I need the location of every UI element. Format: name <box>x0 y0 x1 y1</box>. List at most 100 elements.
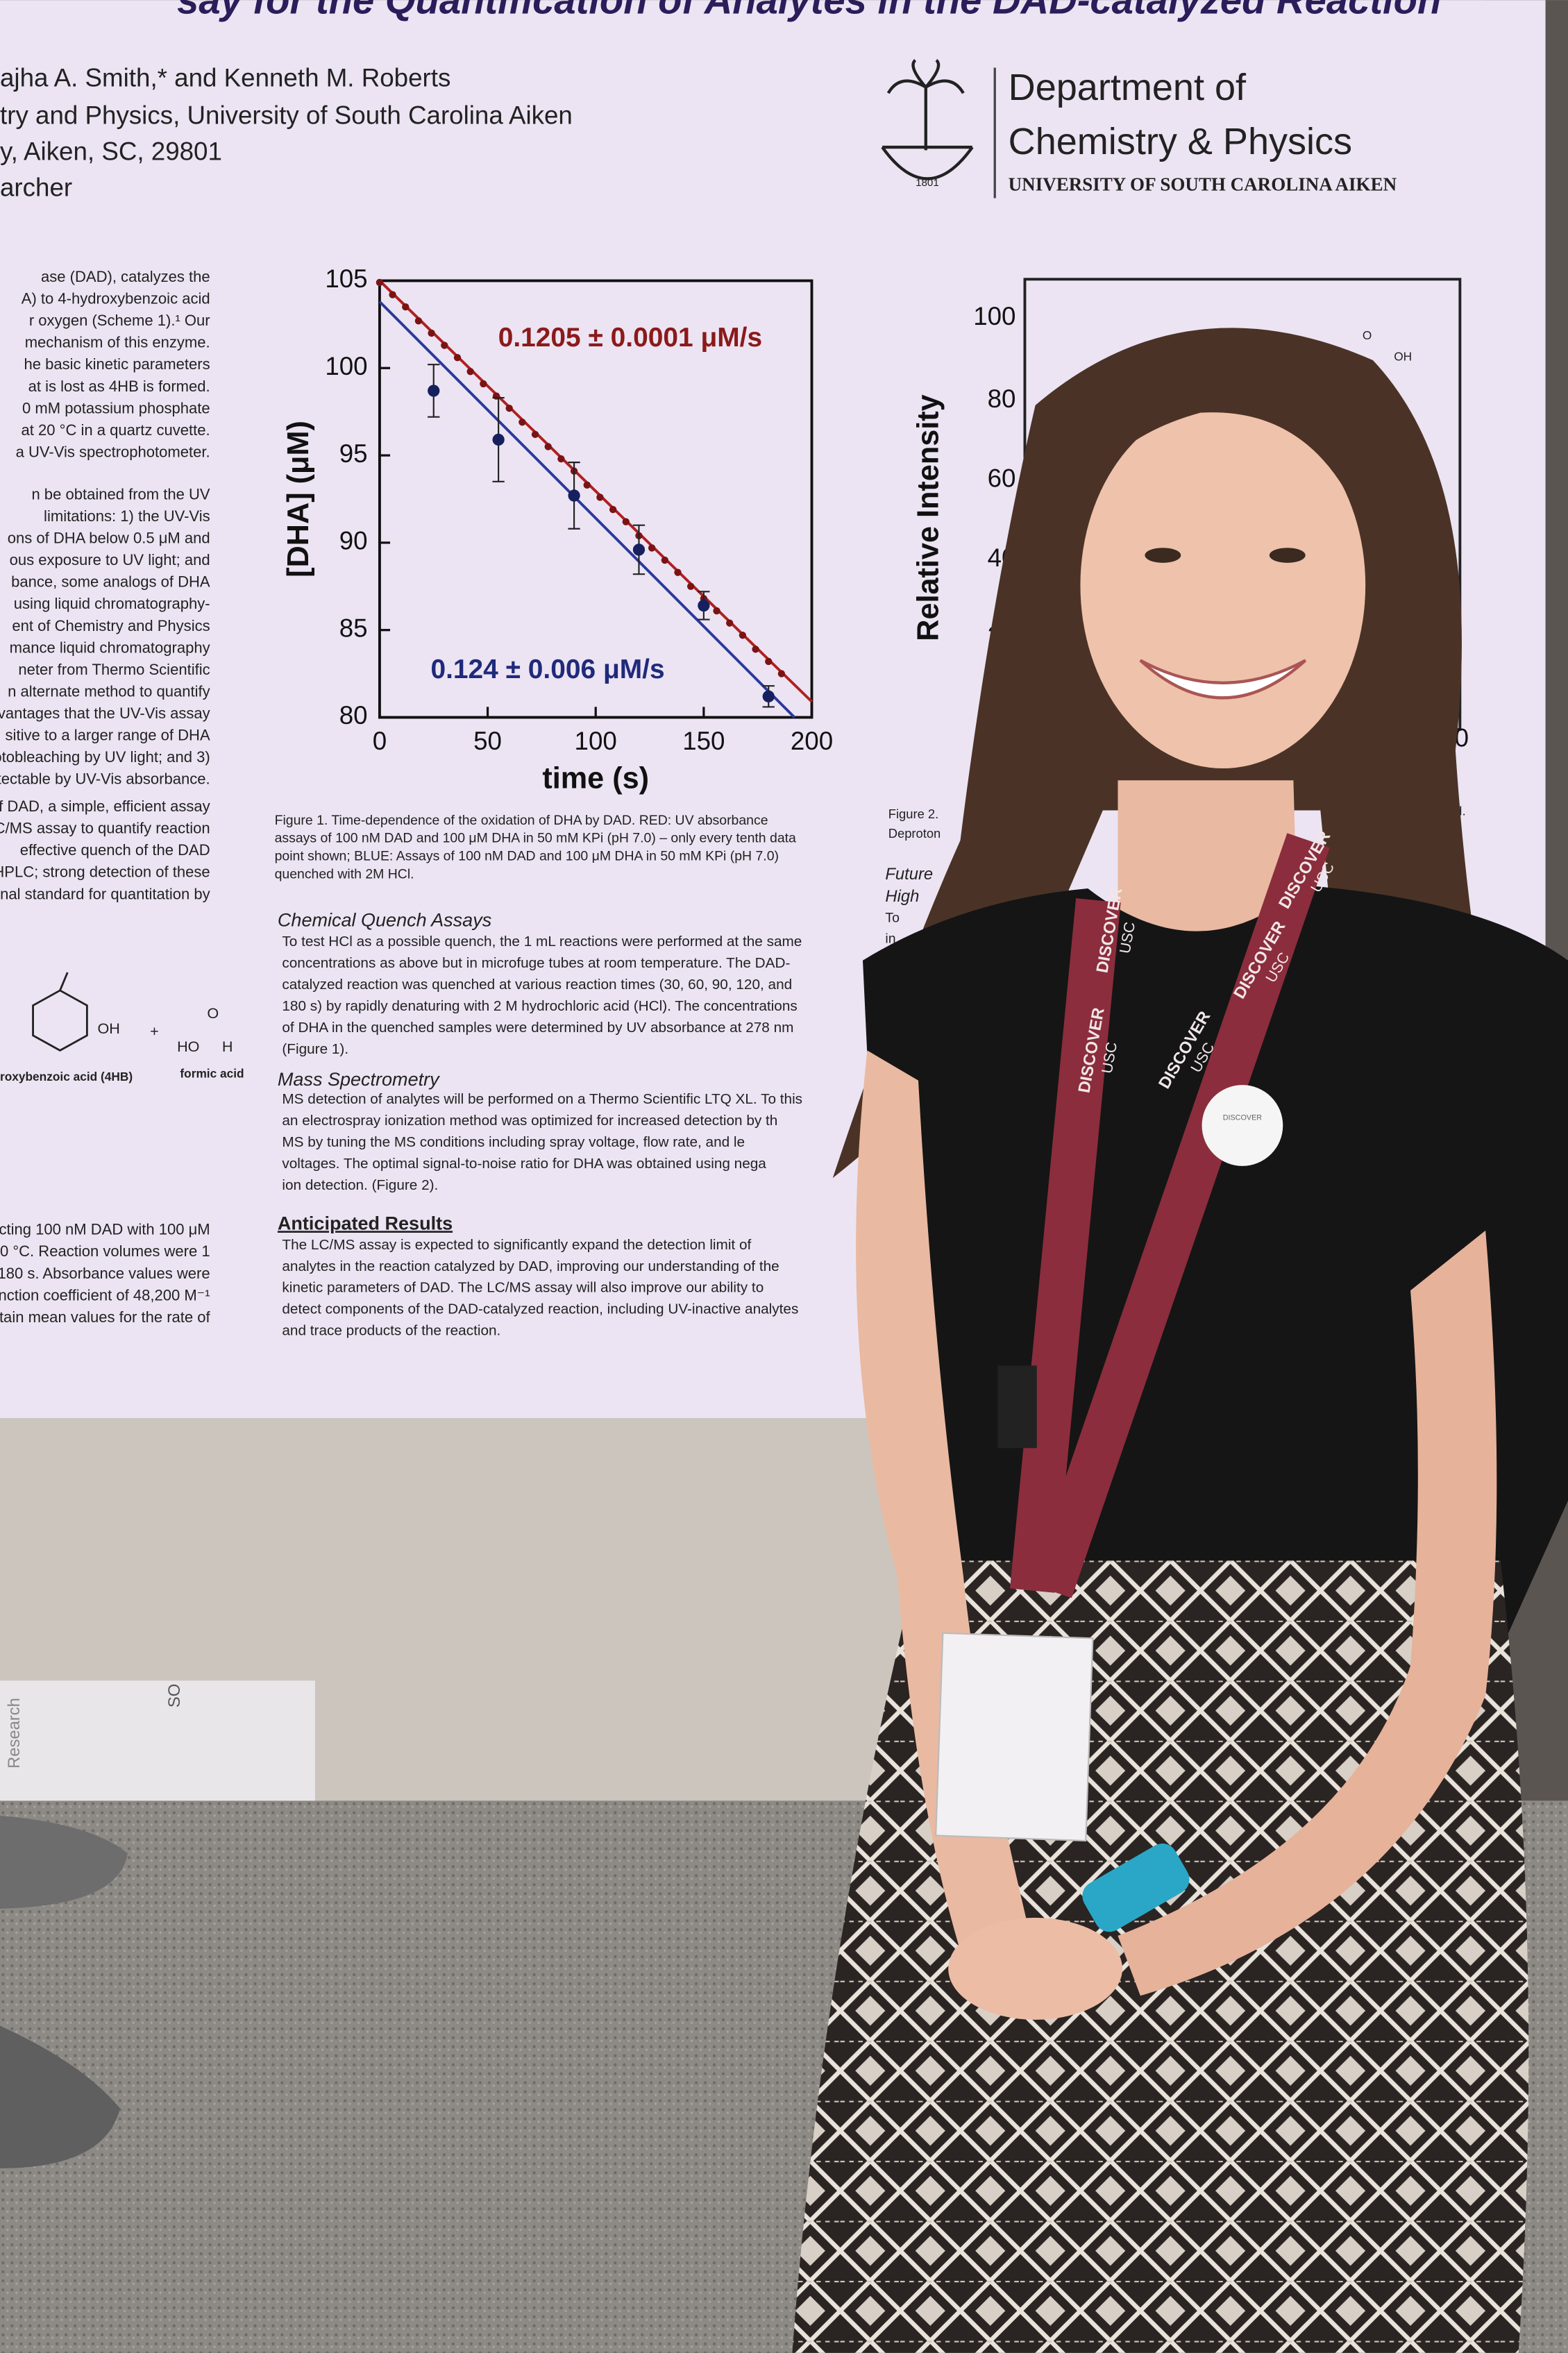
section-line: detect components of the DAD-catalyzed r… <box>282 1301 798 1317</box>
paragraph-line: for 180 s. Absorbance values were <box>0 1265 210 1282</box>
section-line: concentrations as above but in microfuge… <box>282 955 790 971</box>
red-point <box>622 518 630 525</box>
department: Department of <box>1009 67 1247 108</box>
scheme-label: O <box>207 1004 219 1022</box>
scheme-label: roxybenzoic acid (4HB) <box>0 1070 133 1083</box>
blue-point <box>698 599 710 612</box>
fig2-fragment: Figure 2. <box>888 807 938 821</box>
red-point <box>713 607 720 615</box>
paragraph-line: ase (DAD), catalyzes the <box>41 268 210 285</box>
fig2-fragment: OH <box>1394 349 1412 363</box>
caption-line: quenched with 2M HCl. <box>275 867 414 882</box>
fig2-tick-label: 60 <box>988 464 1016 493</box>
caption-line: point shown; BLUE: Assays of 100 nM DAD … <box>275 849 779 864</box>
red-point <box>402 303 410 311</box>
paragraph-line: bance, some analogs of DHA <box>11 573 210 591</box>
fit-line <box>378 280 813 703</box>
section-line: kinetic parameters of DAD. The LC/MS ass… <box>282 1280 764 1296</box>
red-point <box>544 443 552 450</box>
paragraph-line: btain mean values for the rate of <box>0 1308 211 1326</box>
paragraph-line: limitations: 1) the UV-Vis <box>44 507 210 525</box>
red-point <box>596 494 604 501</box>
red-point <box>739 632 747 639</box>
affiliation: try and Physics, University of South Car… <box>0 101 573 130</box>
seal <box>881 58 974 180</box>
paragraph-line: nal standard for quantitation by <box>0 885 210 902</box>
red-point <box>661 556 669 564</box>
red-point <box>583 481 591 489</box>
paragraph-line: using liquid chromatography- <box>14 595 210 612</box>
y-axis-label: [DHA] (μM) <box>282 421 315 577</box>
section-line: 180 s) by rapidly denaturing with 2 M hy… <box>282 998 797 1014</box>
section-line: of DHA in the quenched samples were dete… <box>282 1020 793 1036</box>
affiliation: archer <box>0 173 72 201</box>
title: say for the Quantification of Analytes i… <box>177 0 1441 22</box>
paragraph-line: at 20 °C in a quartz cuvette. <box>22 421 210 439</box>
paragraph-line: mechanism of this enzyme. <box>25 334 210 351</box>
shoe <box>0 2025 120 2168</box>
department: Chemistry & Physics <box>1009 121 1352 162</box>
paragraph-line: he basic kinetic parameters <box>24 355 210 373</box>
fig2-fragment: To <box>885 910 900 925</box>
annotation: 0.124 ± 0.006 μM/s <box>430 655 664 684</box>
section-line: analytes in the reaction catalyzed by DA… <box>282 1258 779 1274</box>
section-line: (Figure 1). <box>282 1041 348 1057</box>
affiliation: y, Aiken, SC, 29801 <box>0 137 222 165</box>
fig2-tick-label: 100 <box>973 302 1015 330</box>
x-axis-label: time (s) <box>542 762 649 795</box>
paragraph-line: acting 100 nM DAD with 100 μM <box>0 1221 210 1238</box>
annotation: 0.1205 ± 0.0001 μM/s <box>498 323 762 353</box>
red-point <box>557 455 565 463</box>
red-point <box>389 291 396 298</box>
red-point <box>531 430 539 439</box>
fig2-fragment: High <box>885 887 919 906</box>
red-point <box>765 657 773 666</box>
paragraph-line: vantages that the UV-Vis assay <box>0 705 210 722</box>
paragraph-line: ent of Chemistry and Physics <box>12 617 210 634</box>
caption-line: Figure 1. Time-dependence of the oxidati… <box>275 813 768 828</box>
fig2-fragment: Future <box>885 865 933 884</box>
section-line: ion detection. (Figure 2). <box>282 1177 438 1193</box>
red-point <box>648 544 656 552</box>
red-point <box>428 329 435 337</box>
sign-text: Research <box>5 1698 24 1769</box>
blue-point <box>428 385 440 397</box>
paragraph-line: C/MS assay to quantify reaction <box>0 820 210 837</box>
red-point <box>376 278 384 287</box>
fig2-tick-label: 80 <box>988 385 1016 413</box>
red-point <box>414 317 423 325</box>
scheme-label: + <box>150 1022 159 1040</box>
scheme-label: HO <box>177 1038 199 1055</box>
caption-line: assays of 100 nM DAD and 100 μM DHA in 5… <box>275 831 796 846</box>
fig2-fragment: Deproton <box>888 826 941 841</box>
paragraph-line: at is lost as 4HB is formed. <box>28 378 210 395</box>
shoe <box>0 1815 128 1909</box>
red-point <box>453 353 462 362</box>
section-line: The LC/MS assay is expected to significa… <box>282 1237 751 1253</box>
paragraph-line: at 20 °C. Reaction volumes were 1 <box>0 1242 210 1260</box>
paragraph-line: n be obtained from the UV <box>31 485 210 503</box>
paragraph-line: A) to 4-hydroxybenzoic acid <box>22 290 210 307</box>
seal-year: 1801 <box>916 177 939 189</box>
section-line: MS by tuning the MS conditions including… <box>282 1134 745 1150</box>
scheme-label: H <box>222 1038 233 1055</box>
blue-point <box>492 433 505 446</box>
red-point <box>466 368 474 376</box>
y-tick-label: 105 <box>325 264 367 293</box>
paragraph-line: 0 mM potassium phosphate <box>22 399 210 416</box>
red-point <box>480 380 487 388</box>
paragraph-line: sitive to a larger range of DHA <box>6 727 210 744</box>
blue-point <box>762 690 775 702</box>
person <box>792 328 1568 2353</box>
red-point <box>686 582 695 590</box>
paragraph-line: ous exposure to UV light; and <box>10 551 210 568</box>
paragraph-line: ons of DHA below 0.5 μM and <box>8 530 210 547</box>
x-tick-label: 150 <box>682 727 725 755</box>
scheme-label: OH <box>98 1020 120 1037</box>
section-line: To test HCl as a possible quench, the 1 … <box>282 934 802 950</box>
x-tick-label: 0 <box>373 727 387 755</box>
authors: ajha A. Smith,* and Kenneth M. Roberts <box>0 63 450 92</box>
section-line: voltages. The optimal signal-to-noise ra… <box>282 1156 766 1172</box>
y-tick-label: 85 <box>339 614 368 642</box>
